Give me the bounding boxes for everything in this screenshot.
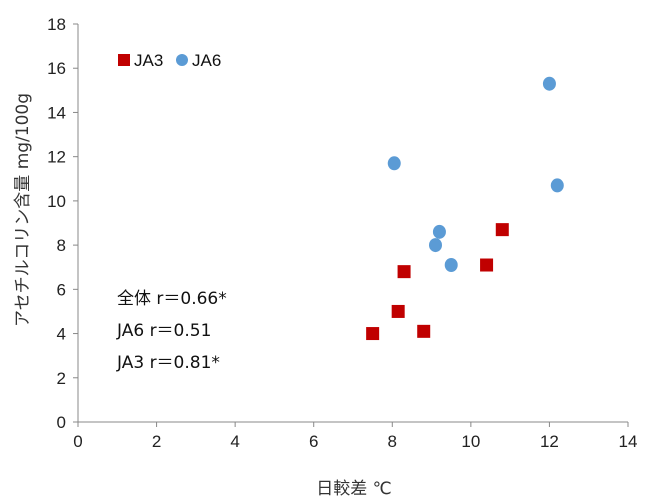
correlation-annotation: JA3 r＝0.81*: [116, 353, 220, 373]
ja3-point: [397, 265, 411, 279]
x-axis-ticks: 0 2 4 6 8 10 12 14: [73, 422, 637, 451]
legend-marker-ja6: [176, 54, 188, 66]
correlation-annotation: 全体 r＝0.66*: [117, 289, 227, 309]
y-tick-label: 10: [47, 192, 66, 211]
legend: JA3 JA6: [118, 51, 221, 70]
correlation-annotation: JA6 r＝0.51: [116, 321, 211, 341]
ja3-point: [480, 258, 494, 272]
x-tick-label: 10: [461, 432, 480, 451]
y-tick-label: 16: [47, 59, 66, 78]
legend-label-ja6: JA6: [192, 51, 221, 70]
ja6-point: [387, 156, 401, 171]
correlation-annotations: 全体 r＝0.66* JA6 r＝0.51 JA3 r＝0.81*: [116, 289, 227, 373]
data-points: [366, 76, 564, 341]
ja6-point: [444, 258, 458, 273]
x-tick-label: 4: [230, 432, 239, 451]
legend-marker-ja3: [118, 54, 130, 66]
legend-label-ja3: JA3: [134, 51, 163, 70]
x-tick-label: 12: [540, 432, 559, 451]
x-tick-label: 2: [152, 432, 161, 451]
x-tick-label: 6: [309, 432, 318, 451]
x-tick-label: 8: [388, 432, 397, 451]
x-axis-title: 日較差 ℃: [316, 479, 392, 499]
axes: [77, 24, 628, 423]
y-tick-label: 0: [57, 413, 66, 432]
ja6-point: [429, 238, 442, 253]
y-axis-title: アセチルコリン含量 mg/100g: [13, 93, 33, 327]
y-tick-label: 6: [57, 280, 66, 299]
y-tick-label: 2: [57, 369, 66, 388]
ja3-point: [417, 324, 431, 338]
y-tick-label: 12: [47, 148, 66, 167]
ja6-point: [550, 178, 564, 193]
y-tick-label: 18: [47, 15, 66, 34]
ja6-point: [542, 76, 556, 91]
y-tick-label: 14: [47, 103, 66, 122]
ja6-point: [432, 224, 446, 239]
y-tick-label: 8: [57, 236, 66, 255]
x-tick-label: 0: [73, 432, 82, 451]
y-axis-ticks: 0 2 4 6 8 10 12 14 16 18: [47, 15, 78, 432]
ja3-point: [366, 327, 380, 341]
ja3-point: [495, 223, 509, 237]
ja3-point: [391, 304, 405, 318]
y-tick-label: 4: [57, 325, 66, 344]
x-tick-label: 14: [619, 432, 638, 451]
